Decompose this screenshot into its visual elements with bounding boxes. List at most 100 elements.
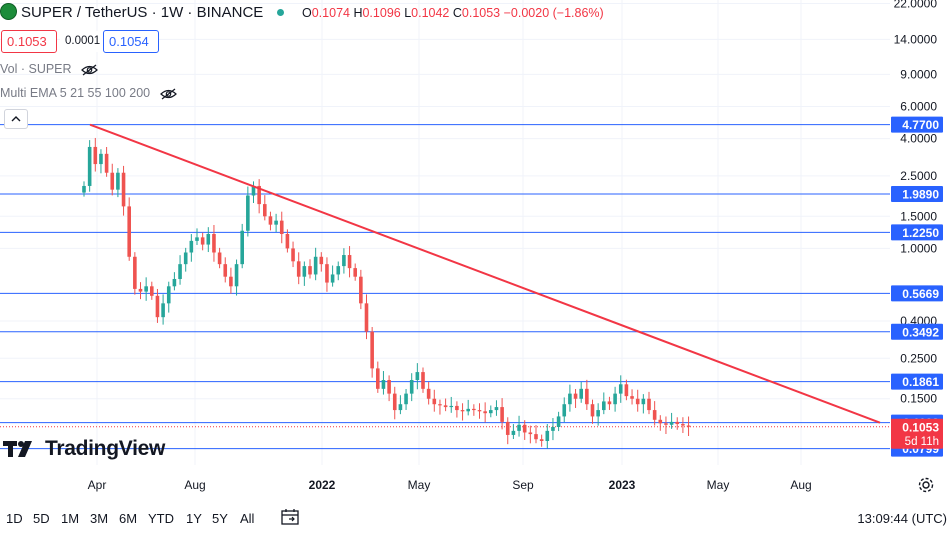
candle-body xyxy=(466,408,470,412)
candle-body xyxy=(568,393,572,405)
candle-body xyxy=(539,439,544,441)
candle-body xyxy=(206,233,211,245)
candle-body xyxy=(150,286,154,296)
candle-body xyxy=(223,264,228,277)
candle-body xyxy=(421,372,425,389)
x-tick-label: Apr xyxy=(88,478,107,492)
open-label: O xyxy=(302,6,312,20)
range-ytd-button[interactable]: YTD xyxy=(148,511,174,526)
ohlc-values: O0.1074 H0.1096 L0.1042 C0.1053 −0.0020 … xyxy=(302,6,604,20)
horizontal-levels xyxy=(0,124,890,450)
candle-body xyxy=(607,401,612,405)
candle-body xyxy=(155,295,160,318)
candle-body xyxy=(432,398,437,405)
range-all-button[interactable]: All xyxy=(240,511,255,526)
collapse-legend-button[interactable] xyxy=(4,109,28,129)
range-5y-button[interactable]: 5Y xyxy=(212,511,228,526)
candle-body xyxy=(359,276,363,304)
y-tick-label: 9.0000 xyxy=(900,67,937,81)
chart-grid xyxy=(0,0,890,465)
candle-body xyxy=(505,421,510,435)
x-tick-label: Aug xyxy=(184,478,205,492)
symbol-title[interactable]: SUPER / TetherUS · 1W · BINANCE xyxy=(21,4,264,21)
candle-body xyxy=(291,248,295,262)
candle-body xyxy=(522,424,527,433)
candle-body xyxy=(686,425,691,427)
candle-body xyxy=(268,216,273,225)
candle-body xyxy=(681,424,685,426)
candle-body xyxy=(398,404,403,411)
candle-body xyxy=(240,230,244,265)
candle-body xyxy=(658,419,663,424)
range-1m-button[interactable]: 1M xyxy=(61,511,80,526)
x-tick-label: May xyxy=(707,478,730,492)
level-price-tag xyxy=(891,185,943,202)
x-tick-label: 2023 xyxy=(609,478,636,492)
candle-body xyxy=(133,256,137,289)
price-chart[interactable]: 22.0000 14.0000 9.0000 6.0000 4.0000 2.5000 1.… xyxy=(0,0,951,503)
candle-body xyxy=(551,427,555,431)
candle-body xyxy=(602,401,606,411)
chevron-up-icon xyxy=(11,116,21,122)
eye-off-icon[interactable] xyxy=(159,88,177,100)
candle-body xyxy=(325,264,329,283)
candle-body xyxy=(285,233,290,249)
y-tick-label: 1.5000 xyxy=(900,209,937,223)
tradingview-logo[interactable]: TradingView xyxy=(3,437,165,461)
candle-body xyxy=(200,237,205,245)
candle-body xyxy=(330,274,335,283)
candle-body xyxy=(87,146,92,186)
candle-body xyxy=(161,303,165,318)
volume-indicator[interactable]: Vol · SUPER xyxy=(0,62,98,76)
clock[interactable]: 13:09:44 (UTC) xyxy=(857,511,947,526)
bottom-toolbar: 1D 5D 1M 3M 6M YTD 1Y 5Y All xyxy=(0,503,951,534)
symbol-logo-icon xyxy=(0,3,17,20)
eye-off-icon[interactable] xyxy=(81,64,98,76)
open-value: 0.1074 xyxy=(311,6,350,20)
candle-body xyxy=(82,185,86,193)
candle-body xyxy=(166,286,171,304)
tradingview-logo-text: TradingView xyxy=(45,437,166,460)
trendline xyxy=(89,123,881,424)
candle-body xyxy=(263,204,267,217)
last-price-tag xyxy=(891,418,943,449)
candle-body xyxy=(652,410,657,420)
candle-body xyxy=(647,398,651,411)
y-tick-label: 0.2500 xyxy=(900,351,937,365)
candle-body xyxy=(353,268,357,277)
candle-body xyxy=(489,410,493,414)
range-1d-button[interactable]: 1D xyxy=(6,511,23,526)
range-5d-button[interactable]: 5D xyxy=(33,511,50,526)
candle-body xyxy=(675,421,680,425)
range-6m-button[interactable]: 6M xyxy=(119,511,138,526)
sell-button[interactable]: 0.1053 xyxy=(1,30,57,53)
range-3m-button[interactable]: 3M xyxy=(90,511,109,526)
candle-body xyxy=(477,410,482,412)
candle-body xyxy=(415,372,420,381)
ema-indicator[interactable]: Multi EMA 5 21 55 100 200 xyxy=(0,86,177,100)
candle-body xyxy=(116,172,120,190)
buy-button[interactable]: 0.1054 xyxy=(103,30,159,53)
candle-body xyxy=(596,410,600,417)
candle-body xyxy=(104,153,109,173)
candle-body xyxy=(121,172,126,207)
calendar-goto-icon[interactable] xyxy=(281,508,301,526)
candle-body xyxy=(500,407,504,422)
candle-body xyxy=(110,172,115,190)
candle-body xyxy=(426,388,431,399)
candle-body xyxy=(455,405,459,411)
level-price-label: 0.5669 xyxy=(902,287,939,301)
candle-body xyxy=(528,432,533,435)
candle-body xyxy=(585,388,589,405)
candle-body xyxy=(370,331,374,369)
candle-body xyxy=(257,185,261,205)
range-1y-button[interactable]: 1Y xyxy=(186,511,202,526)
bar-countdown-label: 5d 11h xyxy=(905,436,939,448)
candle-body xyxy=(144,286,148,292)
candle-series xyxy=(82,137,691,449)
gear-icon[interactable] xyxy=(917,476,935,494)
candle-body xyxy=(279,220,284,234)
candle-body xyxy=(562,404,567,417)
high-label: H xyxy=(353,6,363,20)
candle-body xyxy=(387,380,391,394)
